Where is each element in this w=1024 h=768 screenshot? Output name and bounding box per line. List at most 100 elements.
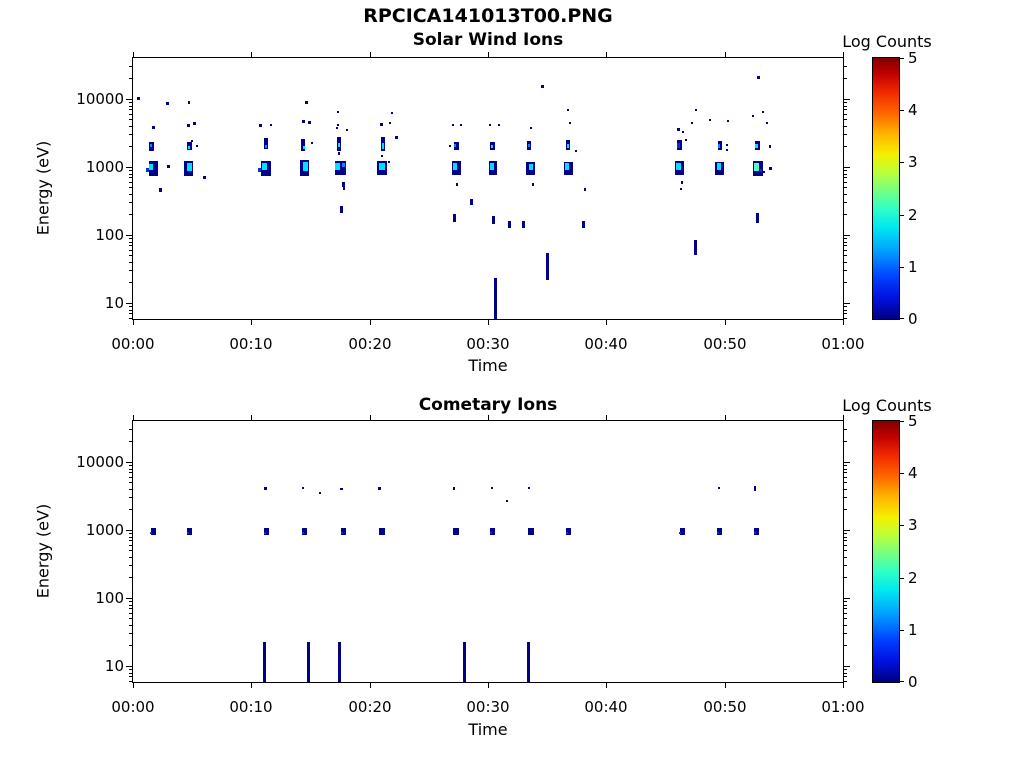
- y-minor-tick: [129, 429, 133, 430]
- spectrogram-cell: [196, 145, 198, 147]
- spectrogram-cell: [382, 143, 384, 149]
- y-minor-tick: [129, 472, 133, 473]
- y-minor-tick: [129, 557, 133, 558]
- y-minor-tick: [129, 469, 133, 470]
- spectrogram-cell: [695, 109, 697, 111]
- x-tick: [251, 319, 252, 325]
- x-tick: [370, 682, 371, 688]
- y-minor-tick: [129, 676, 133, 677]
- y-minor-tick: [129, 102, 133, 103]
- y-minor-tick-right: [843, 214, 847, 215]
- colorbar-tick: [900, 578, 904, 579]
- spectrogram-cell: [452, 124, 454, 126]
- spectrogram-cell: [726, 144, 728, 146]
- spectrogram-cell: [681, 181, 683, 184]
- spectrogram-cell: [680, 528, 685, 535]
- y-minor-tick: [129, 497, 133, 498]
- spectrogram-cell: [454, 142, 459, 150]
- x-tick-label: 00:20: [348, 335, 392, 353]
- spectrogram-cell: [319, 492, 321, 494]
- panel2-plot-area: [132, 420, 844, 683]
- spectrogram-cell: [264, 528, 269, 535]
- y-minor-tick: [129, 187, 133, 188]
- spectrogram-cell: [188, 101, 190, 104]
- spectrogram-cell: [718, 487, 720, 489]
- x-tick: [488, 682, 489, 688]
- spectrogram-cell: [341, 532, 343, 534]
- x-tick: [606, 682, 607, 688]
- panel1-y-axis-label: Energy (eV): [33, 140, 53, 236]
- colorbar-tick: [900, 421, 904, 422]
- spectrogram-cell: [191, 140, 193, 142]
- spectrogram-cell: [380, 123, 383, 126]
- y-minor-tick: [129, 673, 133, 674]
- y-minor-tick-right: [843, 497, 847, 498]
- y-minor-tick-right: [843, 238, 847, 239]
- y-minor-tick: [129, 146, 133, 147]
- y-minor-tick: [129, 601, 133, 602]
- y-minor-tick: [129, 669, 133, 670]
- y-minor-tick-right: [843, 550, 847, 551]
- y-minor-tick: [129, 126, 133, 127]
- y-minor-tick-right: [843, 318, 847, 319]
- spectrogram-cell: [305, 101, 308, 104]
- y-minor-tick: [129, 545, 133, 546]
- colorbar-tick-label: 3: [908, 153, 918, 171]
- y-minor-tick-right: [843, 119, 847, 120]
- y-minor-tick: [129, 465, 133, 466]
- x-tick: [251, 682, 252, 688]
- spectrogram-cell: [193, 122, 196, 125]
- y-minor-tick-right: [843, 676, 847, 677]
- y-minor-tick-right: [843, 109, 847, 110]
- y-minor-tick: [129, 509, 133, 510]
- x-tick-top: [843, 415, 844, 421]
- x-tick-label: 00:00: [111, 335, 155, 353]
- colorbar-tick-label: 2: [908, 569, 918, 587]
- spectrogram-cell: [567, 109, 569, 111]
- y-minor-tick-right: [843, 106, 847, 107]
- spectrogram-cell: [150, 532, 152, 534]
- y-minor-tick: [129, 214, 133, 215]
- spectrogram-cell: [492, 216, 495, 224]
- panel2-title: Cometary Ions: [418, 395, 558, 415]
- y-minor-tick-right: [843, 78, 847, 79]
- x-tick-top: [606, 415, 607, 421]
- y-tick-right: [843, 167, 850, 168]
- y-minor-tick: [129, 282, 133, 283]
- colorbar-tick-label: 0: [908, 673, 918, 691]
- spectrogram-cell: [527, 642, 530, 682]
- colorbar-tick-label: 1: [908, 621, 918, 639]
- y-minor-tick: [129, 618, 133, 619]
- y-tick-label: 10000: [76, 90, 124, 108]
- spectrogram-cell: [146, 168, 149, 172]
- y-minor-tick: [129, 540, 133, 541]
- y-minor-tick-right: [843, 202, 847, 203]
- spectrogram-cell: [491, 145, 493, 148]
- y-minor-tick: [129, 134, 133, 135]
- spectrogram-cell: [676, 163, 681, 170]
- spectrogram-cell: [151, 528, 156, 535]
- y-tick-label: 10: [104, 294, 124, 312]
- spectrogram-cell: [754, 486, 756, 491]
- spectrogram-cell: [755, 144, 758, 148]
- y-minor-tick: [129, 306, 133, 307]
- y-tick-right: [843, 303, 850, 304]
- spectrogram-cell: [149, 161, 158, 176]
- y-minor-tick-right: [843, 66, 847, 67]
- spectrogram-cell: [565, 163, 569, 170]
- y-minor-tick-right: [843, 557, 847, 558]
- x-tick-top: [370, 52, 371, 58]
- y-minor-tick-right: [843, 608, 847, 609]
- x-tick-top: [488, 52, 489, 58]
- y-minor-tick-right: [843, 114, 847, 115]
- y-minor-tick: [129, 577, 133, 578]
- spectrogram-cell: [263, 642, 266, 682]
- x-tick: [843, 319, 844, 325]
- colorbar-tick-label: 4: [908, 464, 918, 482]
- colorbar-tick-label: 1: [908, 258, 918, 276]
- x-tick-top: [251, 52, 252, 58]
- y-tick-label: 10: [104, 657, 124, 675]
- y-minor-tick: [129, 109, 133, 110]
- x-tick-label: 00:20: [348, 698, 392, 716]
- colorbar-tick: [900, 110, 904, 111]
